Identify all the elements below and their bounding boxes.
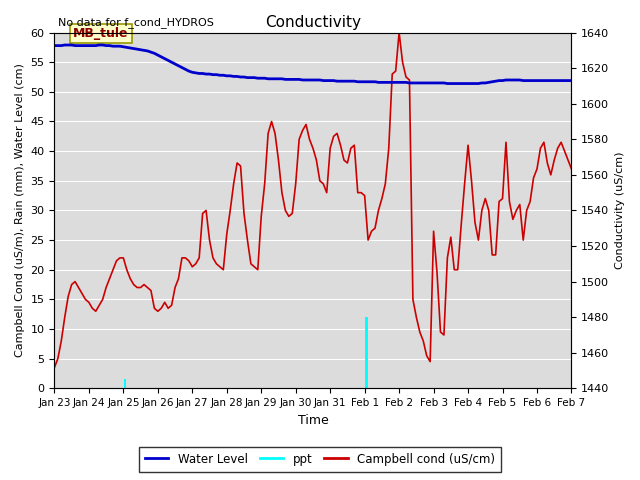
Y-axis label: Campbell Cond (uS/m), Rain (mm), Water Level (cm): Campbell Cond (uS/m), Rain (mm), Water L… bbox=[15, 63, 25, 358]
Legend: Water Level, ppt, Campbell cond (uS/cm): Water Level, ppt, Campbell cond (uS/cm) bbox=[139, 447, 501, 472]
Text: No data for f_cond_HYDROS: No data for f_cond_HYDROS bbox=[58, 17, 214, 28]
Text: MB_tule: MB_tule bbox=[74, 27, 129, 40]
Title: Conductivity: Conductivity bbox=[265, 15, 361, 30]
Bar bbox=[365, 317, 368, 388]
X-axis label: Time: Time bbox=[298, 414, 328, 427]
Bar bbox=[124, 379, 127, 388]
Y-axis label: Conductivity (uS/cm): Conductivity (uS/cm) bbox=[615, 152, 625, 269]
